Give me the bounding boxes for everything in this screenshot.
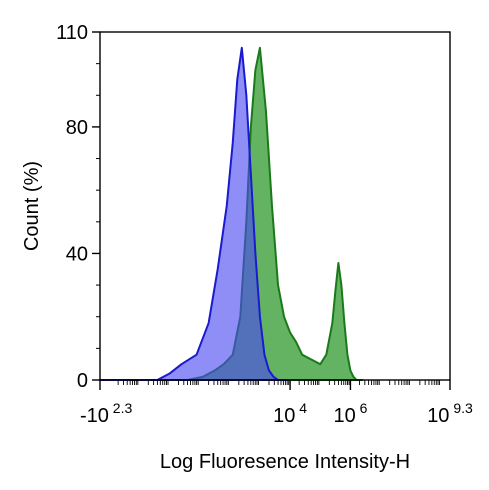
y-tick-label: 40 [66,243,88,265]
x-tick-exponent: 6 [356,400,368,416]
x-tick-label: -10 2.3 [80,400,132,427]
x-tick-base: -10 [80,405,109,427]
y-tick-label: 0 [77,370,88,392]
x-tick-base: 10 [273,405,295,427]
series-0-area [99,46,289,381]
x-tick-label: 10 4 [273,400,307,427]
x-tick-exponent: 9.3 [449,400,473,416]
y-tick-label: 110 [56,22,88,44]
x-tick-label: 10 9.3 [427,400,473,427]
x-axis-title: Log Fluoresence Intensity-H [160,451,410,473]
x-tick-base: 10 [427,405,449,427]
x-tick-exponent: 2.3 [109,400,133,416]
series-layer [99,46,364,381]
plot-frame [99,31,451,381]
x-tick-base: 10 [333,405,355,427]
x-tick-exponent: 4 [295,400,307,416]
y-tick-label: 80 [66,117,88,139]
y-axis-title: Count (%) [21,161,43,251]
axes-layer [92,31,451,390]
x-tick-label: 10 6 [333,400,367,427]
